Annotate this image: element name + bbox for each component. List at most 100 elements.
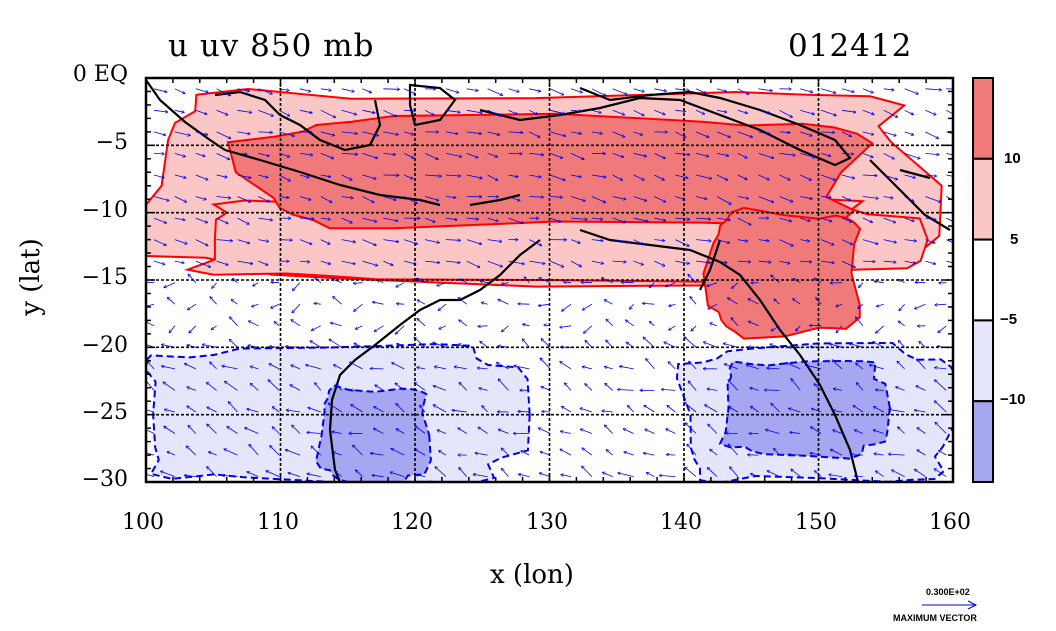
wind-vector <box>858 303 864 308</box>
wind-vector <box>675 131 685 137</box>
wind-vector <box>529 88 540 92</box>
wind-vector <box>480 281 488 283</box>
wind-vector <box>602 411 613 412</box>
wind-vector <box>212 325 217 330</box>
wind-vector <box>154 153 164 154</box>
wind-vector <box>758 174 769 180</box>
wind-vector <box>189 325 197 333</box>
wind-vector <box>237 131 250 134</box>
wind-vector <box>874 407 884 413</box>
wind-vector <box>383 239 398 242</box>
wind-vector <box>716 109 726 112</box>
wind-vector <box>627 342 634 348</box>
wind-vector <box>397 429 405 434</box>
wind-vector <box>153 239 166 246</box>
wind-vector <box>821 88 835 93</box>
wind-vector <box>146 303 155 307</box>
wind-vector <box>684 403 697 413</box>
wind-vector <box>730 467 739 477</box>
wind-vector <box>163 382 176 391</box>
wind-vector <box>529 197 543 198</box>
wind-vector <box>424 196 438 201</box>
wind-vector <box>153 260 164 264</box>
wind-vector <box>320 218 330 219</box>
wind-vector <box>414 337 426 348</box>
wind-vector <box>925 196 940 203</box>
wind-vector <box>876 471 884 477</box>
wind-vector <box>195 153 205 156</box>
wind-vector <box>849 344 864 348</box>
wind-vector <box>612 174 623 180</box>
wind-vector <box>562 407 572 413</box>
wind-vector <box>591 218 602 219</box>
wind-vector <box>925 218 935 220</box>
wind-vector <box>841 196 850 201</box>
wind-vector <box>716 260 727 263</box>
wind-vector <box>174 239 187 244</box>
wind-vector <box>415 426 426 434</box>
wind-vector <box>876 390 884 391</box>
wind-vector <box>341 260 355 264</box>
plot-area <box>146 78 953 482</box>
wind-vector <box>898 280 905 284</box>
wind-vector <box>833 410 843 412</box>
wind-vector <box>397 304 405 305</box>
wind-vector <box>633 131 643 135</box>
wind-vector <box>391 472 405 477</box>
wind-vector <box>434 405 447 413</box>
wind-vector <box>315 383 322 391</box>
max-vector-value: 0.300E+02 <box>926 587 970 597</box>
wind-vector <box>320 131 335 135</box>
wind-vector <box>560 362 572 370</box>
wind-vector <box>174 174 186 178</box>
wind-vector <box>335 472 342 477</box>
wind-vector <box>667 406 676 413</box>
wind-vector <box>612 239 628 243</box>
wind-vector <box>904 88 918 94</box>
wind-vector <box>707 282 718 286</box>
wind-vector <box>508 196 520 201</box>
wind-vector <box>146 473 155 477</box>
wind-vector <box>669 303 676 306</box>
wind-vector <box>675 260 689 264</box>
wind-vector <box>279 109 289 116</box>
wind-vector <box>252 303 259 306</box>
wind-vector <box>633 174 644 180</box>
wind-vector <box>821 109 836 115</box>
wind-vector <box>341 217 352 223</box>
wind-vector <box>829 475 843 477</box>
wind-vector <box>766 430 780 434</box>
wind-vector <box>841 109 855 112</box>
wind-vector <box>466 88 478 91</box>
wind-vector <box>341 109 357 114</box>
wind-vector <box>768 471 780 477</box>
wind-vector <box>925 89 941 90</box>
chart-title: u uv 850 mb <box>168 28 375 64</box>
wind-vector <box>732 282 739 289</box>
wind-vector <box>258 153 269 156</box>
wind-vector <box>751 407 759 413</box>
wind-vector <box>540 473 551 477</box>
wind-vector <box>452 410 467 413</box>
wind-vector <box>618 390 634 391</box>
wind-vector <box>299 261 309 262</box>
wind-vector <box>415 383 426 391</box>
wind-vector <box>705 405 718 413</box>
wind-vector <box>654 153 665 158</box>
wind-vector <box>779 196 793 202</box>
wind-vector <box>758 131 771 134</box>
wind-vector <box>542 412 551 413</box>
wind-vector <box>424 217 435 222</box>
wind-vector <box>772 325 780 331</box>
wind-vector <box>487 239 502 242</box>
wind-vector <box>904 260 916 263</box>
wind-vector <box>478 427 488 434</box>
wind-vector <box>540 358 551 370</box>
wind-vector <box>466 239 481 245</box>
wind-vector <box>341 88 354 92</box>
wind-vector <box>146 409 155 413</box>
wind-vector <box>585 341 593 348</box>
wind-vector <box>445 197 456 198</box>
wind-vector <box>416 475 426 477</box>
wind-vector <box>499 430 509 434</box>
